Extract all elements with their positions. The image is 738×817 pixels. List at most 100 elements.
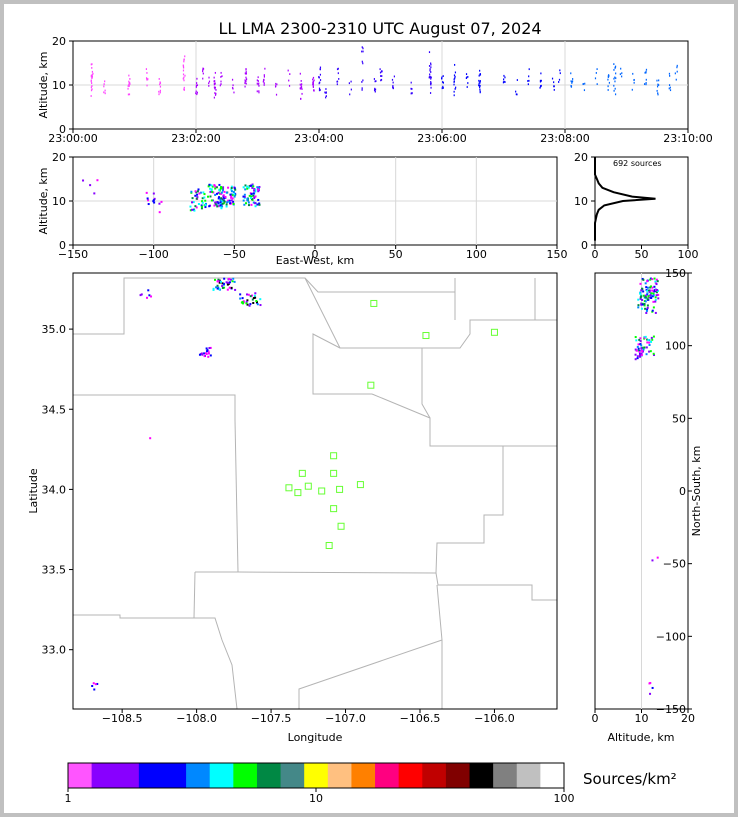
source-point bbox=[319, 73, 322, 76]
source-point bbox=[158, 90, 160, 93]
source-point bbox=[91, 685, 94, 688]
source-point bbox=[152, 199, 155, 202]
source-point bbox=[204, 199, 207, 202]
source-point bbox=[242, 199, 245, 202]
source-point bbox=[652, 290, 655, 293]
latitude-tick-label: 33.0 bbox=[42, 644, 67, 657]
north-south-xticks: 0 10 20 bbox=[592, 709, 695, 725]
source-point bbox=[213, 96, 215, 99]
source-point bbox=[158, 211, 161, 214]
source-point bbox=[209, 354, 212, 357]
source-point bbox=[242, 186, 245, 189]
source-point bbox=[638, 338, 641, 341]
source-point bbox=[465, 73, 468, 75]
histogram-tick-label: 100 bbox=[678, 248, 699, 261]
source-point bbox=[479, 80, 481, 82]
source-point bbox=[246, 299, 249, 302]
source-point bbox=[634, 348, 637, 351]
source-point bbox=[89, 184, 92, 187]
source-point bbox=[220, 80, 222, 83]
source-point bbox=[205, 350, 208, 353]
boundary-line bbox=[371, 393, 557, 447]
source-point bbox=[336, 80, 339, 83]
source-point bbox=[258, 90, 260, 93]
source-point bbox=[215, 89, 217, 91]
source-point bbox=[244, 82, 246, 84]
source-point bbox=[245, 78, 248, 81]
source-point bbox=[103, 83, 105, 85]
source-point bbox=[228, 286, 231, 289]
source-point bbox=[91, 63, 93, 66]
source-point bbox=[209, 346, 212, 349]
east-west-tick-label: −150 bbox=[58, 248, 88, 261]
source-point bbox=[570, 85, 573, 88]
source-point bbox=[243, 196, 246, 199]
colorbar-cell bbox=[375, 763, 400, 788]
source-point bbox=[90, 74, 92, 77]
north-south-ylabel: North-South, km bbox=[690, 446, 703, 537]
source-point bbox=[646, 306, 649, 309]
source-point bbox=[467, 75, 469, 78]
source-point bbox=[559, 69, 561, 72]
source-point bbox=[158, 202, 161, 205]
east-west-tick-label: 150 bbox=[547, 248, 568, 261]
source-point bbox=[248, 304, 251, 307]
source-point bbox=[251, 186, 254, 189]
source-point bbox=[232, 191, 235, 194]
source-point bbox=[646, 293, 649, 296]
source-point bbox=[231, 78, 234, 81]
source-point bbox=[653, 285, 656, 288]
source-point bbox=[248, 194, 251, 197]
source-point bbox=[219, 205, 222, 208]
source-point bbox=[479, 69, 481, 72]
source-point bbox=[319, 79, 322, 81]
source-point bbox=[221, 197, 224, 200]
source-point bbox=[222, 194, 225, 197]
source-point bbox=[213, 82, 216, 85]
source-point bbox=[637, 298, 640, 301]
source-point bbox=[195, 206, 198, 209]
source-point bbox=[250, 184, 253, 187]
source-point bbox=[214, 187, 217, 190]
source-point bbox=[258, 91, 260, 94]
source-point bbox=[182, 73, 185, 76]
station-marker bbox=[285, 484, 293, 492]
source-point bbox=[392, 84, 394, 87]
source-point bbox=[648, 290, 651, 293]
source-point bbox=[214, 201, 217, 204]
source-point bbox=[230, 199, 233, 202]
source-point bbox=[430, 76, 432, 79]
source-point bbox=[649, 285, 652, 288]
source-point bbox=[300, 86, 303, 89]
east-west-tick-label: 100 bbox=[466, 248, 487, 261]
source-point bbox=[515, 93, 517, 96]
source-point bbox=[196, 196, 199, 199]
source-point bbox=[379, 68, 381, 71]
source-point bbox=[675, 78, 677, 81]
source-point bbox=[646, 338, 649, 341]
source-point bbox=[380, 70, 383, 73]
source-point bbox=[607, 78, 609, 81]
source-point bbox=[614, 93, 617, 96]
latitude-tick-label: 34.0 bbox=[42, 483, 67, 496]
source-point bbox=[210, 188, 213, 191]
source-point bbox=[256, 82, 258, 85]
time-height-ylabel: Altitude, km bbox=[37, 51, 50, 118]
source-point bbox=[203, 196, 206, 199]
source-point bbox=[213, 86, 216, 89]
source-point bbox=[655, 278, 658, 281]
source-point bbox=[245, 82, 247, 85]
source-point bbox=[645, 71, 647, 74]
source-point bbox=[338, 78, 340, 80]
source-point bbox=[655, 291, 658, 294]
source-point bbox=[196, 193, 199, 196]
source-point bbox=[246, 199, 249, 202]
source-point bbox=[558, 81, 560, 83]
source-point bbox=[103, 85, 105, 88]
source-point bbox=[613, 63, 615, 66]
source-point bbox=[243, 203, 246, 206]
east-west-yticks: 0 10 20 bbox=[52, 151, 73, 252]
source-point bbox=[184, 55, 186, 58]
source-point bbox=[313, 89, 315, 92]
source-point bbox=[234, 188, 237, 191]
